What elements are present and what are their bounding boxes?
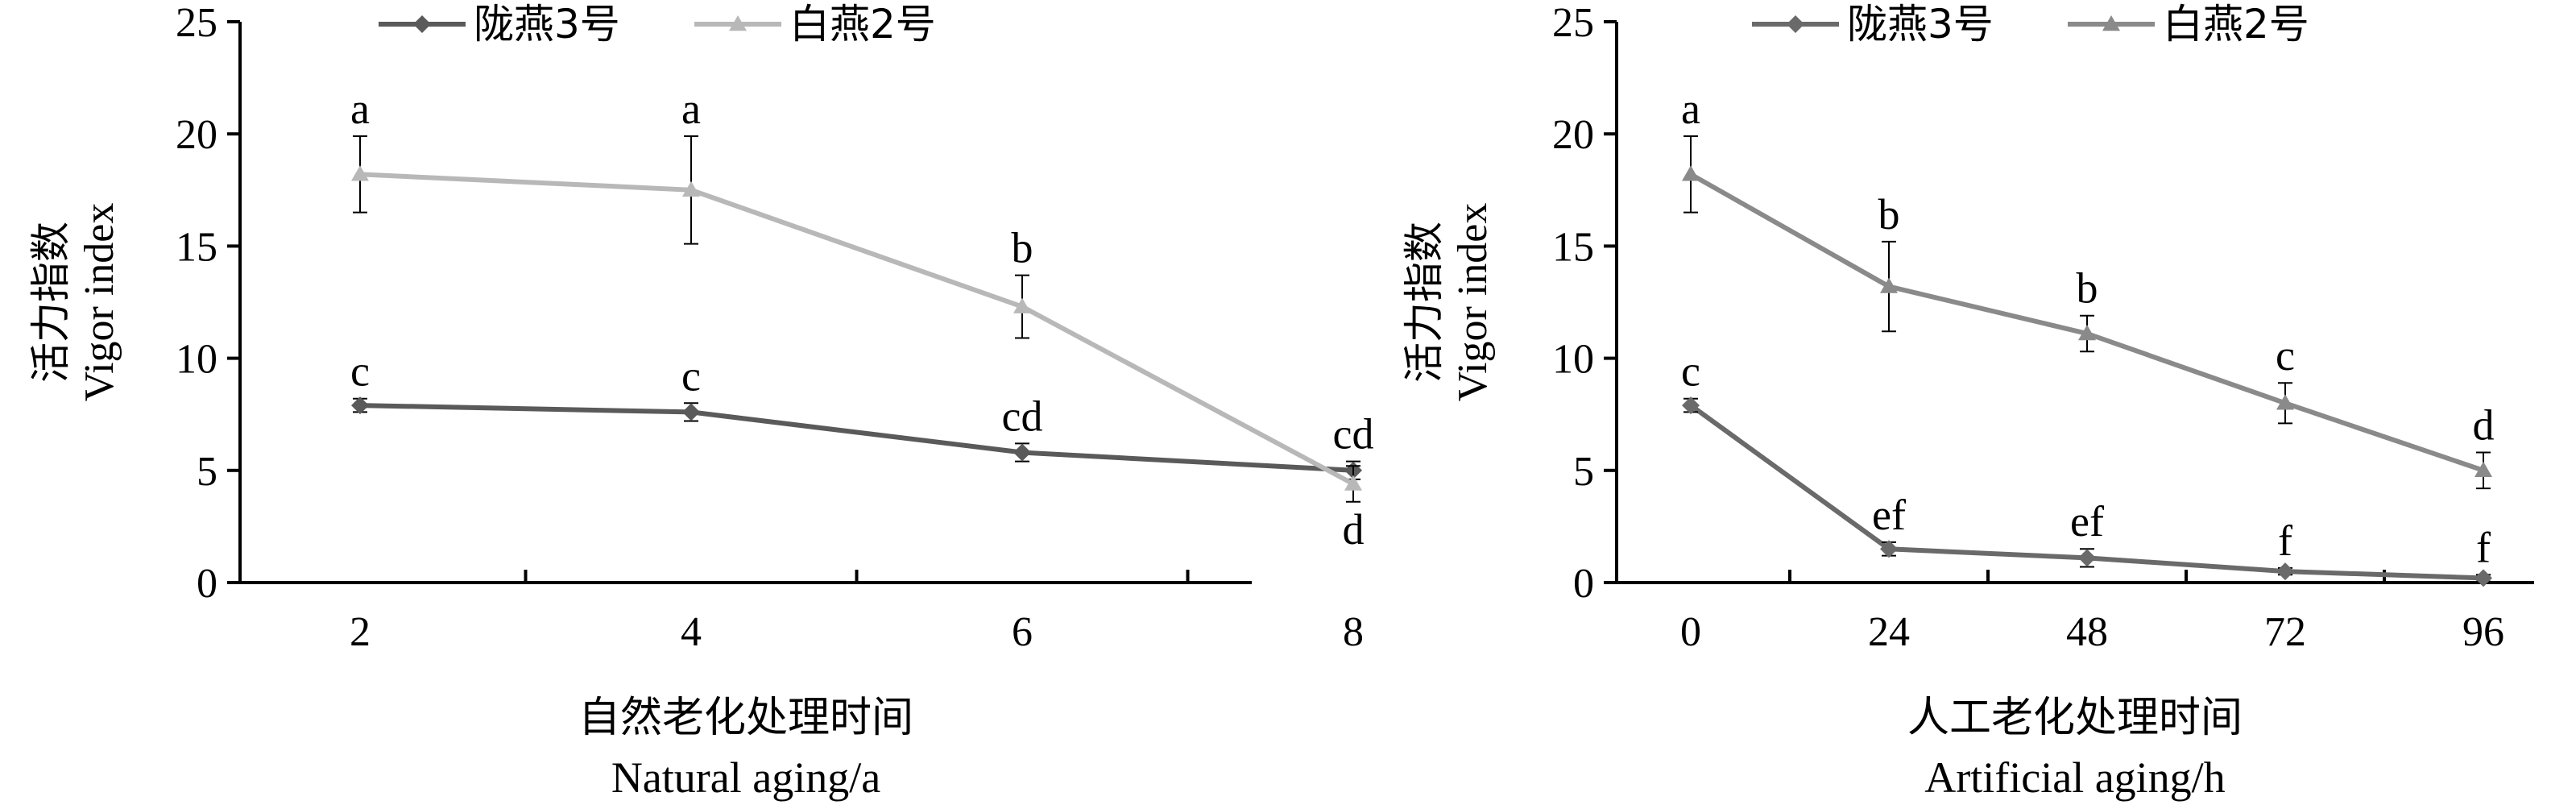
y-tick-label: 20 bbox=[1552, 112, 1594, 158]
data-point bbox=[1682, 165, 1700, 181]
significance-label: c bbox=[1681, 347, 1700, 396]
y-axis-title-cn: 活力指数 bbox=[1401, 222, 1447, 383]
y-tick-label: 10 bbox=[1552, 337, 1594, 383]
y-tick-label: 15 bbox=[176, 224, 217, 270]
y-tick-label: 15 bbox=[1552, 224, 1594, 270]
series-1: a b b c d bbox=[1681, 85, 2495, 490]
significance-label: b bbox=[1012, 224, 1033, 272]
significance-label: a bbox=[681, 85, 701, 133]
data-point bbox=[2276, 394, 2294, 410]
data-point bbox=[1013, 297, 1031, 313]
series-1: a a b d bbox=[350, 85, 1364, 554]
significance-label: cd bbox=[1333, 410, 1374, 458]
series-0: c ef ef f f bbox=[1681, 347, 2492, 587]
y-tick-label: 20 bbox=[176, 112, 217, 158]
series-line bbox=[359, 172, 1355, 487]
x-tick-label: 0 bbox=[1680, 609, 1701, 655]
data-point bbox=[351, 396, 369, 415]
y-tick-label: 5 bbox=[1573, 449, 1594, 495]
y-axis-title-cn: 活力指数 bbox=[27, 222, 74, 383]
data-point bbox=[1880, 540, 1898, 558]
x-axis-title-en: Artificial aging/h bbox=[1924, 753, 2225, 802]
y-axis-title-en: Vigor index bbox=[77, 203, 122, 402]
series-line bbox=[359, 403, 1354, 473]
legend-swatch-marker bbox=[413, 15, 431, 33]
legend-label: 白燕2号 bbox=[789, 1, 936, 48]
data-point bbox=[682, 403, 700, 421]
significance-label: b bbox=[1878, 190, 1900, 239]
data-point bbox=[2475, 569, 2492, 587]
data-point bbox=[1682, 396, 1700, 415]
significance-label: d bbox=[1343, 505, 1365, 554]
data-point bbox=[351, 165, 369, 181]
y-tick-label: 10 bbox=[176, 337, 217, 383]
significance-label: ef bbox=[1872, 491, 1906, 539]
significance-label: a bbox=[350, 85, 370, 133]
x-tick-label: 2 bbox=[350, 609, 371, 655]
significance-label: ef bbox=[2070, 497, 2104, 546]
y-tick-label: 5 bbox=[197, 449, 217, 495]
y-tick-label: 25 bbox=[1552, 0, 1594, 46]
data-point bbox=[2276, 562, 2294, 581]
y-tick-label: 0 bbox=[1573, 561, 1594, 607]
y-tick-label: 0 bbox=[197, 561, 217, 607]
significance-label: c bbox=[350, 347, 370, 396]
x-axis-title-en: Natural aging/a bbox=[611, 753, 880, 802]
significance-label: cd bbox=[1002, 392, 1043, 440]
significance-label: b bbox=[2077, 264, 2098, 313]
data-point bbox=[1344, 475, 1362, 491]
y-axis-title-en: Vigor index bbox=[1450, 203, 1496, 402]
legend-label: 白燕2号 bbox=[2163, 1, 2309, 48]
x-tick-label: 4 bbox=[681, 609, 702, 655]
data-point bbox=[682, 180, 700, 197]
chart-panel-artificial-aging: 0 5 10 15 20 25 0 24 48 72 96 活力指数 Vigor index 人工老化处理… bbox=[1401, 0, 2534, 802]
data-point bbox=[2078, 549, 2096, 567]
legend-label: 陇燕3号 bbox=[1847, 1, 1994, 48]
legend-swatch-marker bbox=[1787, 15, 1804, 33]
data-point bbox=[1880, 277, 1898, 293]
legend-swatch-marker bbox=[729, 15, 747, 31]
x-tick-label: 24 bbox=[1868, 609, 1910, 655]
legend-swatch-marker bbox=[2102, 15, 2120, 31]
series-0: c c cd cd bbox=[350, 347, 1374, 480]
significance-label: c bbox=[681, 351, 701, 400]
significance-label: a bbox=[1681, 85, 1700, 133]
x-tick-label: 96 bbox=[2462, 609, 2504, 655]
significance-label: d bbox=[2473, 401, 2495, 450]
significance-label: f bbox=[2278, 517, 2292, 565]
x-tick-label: 8 bbox=[1343, 609, 1364, 655]
significance-label: c bbox=[2276, 331, 2295, 380]
legend-label: 陇燕3号 bbox=[474, 1, 620, 48]
data-point bbox=[2078, 324, 2096, 341]
data-point bbox=[1013, 443, 1031, 462]
x-tick-label: 48 bbox=[2066, 609, 2108, 655]
y-tick-label: 25 bbox=[176, 0, 217, 46]
x-axis-title-cn: 人工老化处理时间 bbox=[1907, 694, 2243, 742]
x-axis-title-cn: 自然老化处理时间 bbox=[578, 694, 913, 742]
chart-panel-natural-aging: 0 5 10 15 20 25 2 4 6 8 活力指数 Vigor index 自然老化处理时间 Nat… bbox=[27, 0, 1373, 802]
significance-label: f bbox=[2476, 523, 2491, 571]
x-tick-label: 72 bbox=[2264, 609, 2306, 655]
data-point bbox=[2475, 461, 2492, 478]
x-tick-label: 6 bbox=[1012, 609, 1033, 655]
